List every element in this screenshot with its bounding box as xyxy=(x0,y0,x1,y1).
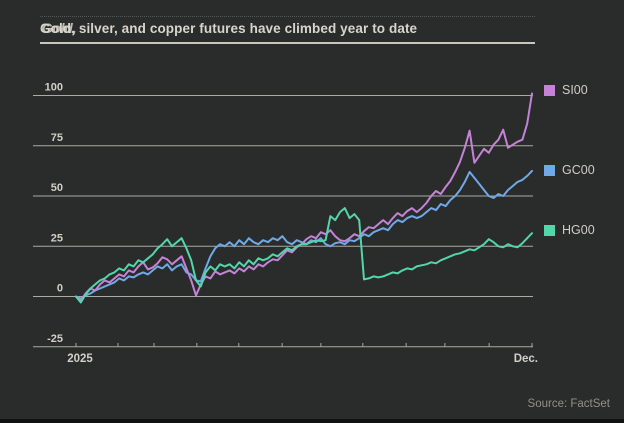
y-axis-label-25: 25 xyxy=(51,232,63,244)
y-axis-label-75: 75 xyxy=(51,132,63,144)
bottom-bar xyxy=(0,419,624,423)
y-axis-label-100: 100 xyxy=(45,82,63,94)
page-title: Gold, silver, and copper futures have cl… xyxy=(40,21,418,36)
y-axis-label-50: 50 xyxy=(51,182,63,194)
series-line-si00 xyxy=(75,92,533,302)
si00-swatch-icon xyxy=(544,84,555,96)
y-axis-label-0: 0 xyxy=(57,283,63,295)
legend-item-hg00: HG00 xyxy=(544,223,595,237)
hg00-swatch-icon xyxy=(544,224,555,236)
x-axis-label-start: 2025 xyxy=(67,353,93,365)
legend-item-gc00: GC00 xyxy=(544,163,595,177)
gc00-swatch-icon xyxy=(544,164,555,176)
legend-label-gc00: GC00 xyxy=(562,163,595,177)
legend-label-si00: SI00 xyxy=(562,83,588,97)
x-axis-label-end: Dec. xyxy=(513,353,538,365)
y-axis-label--25: -25 xyxy=(47,333,63,345)
legend-label-hg00: HG00 xyxy=(562,223,595,237)
source-attribution: Source: FactSet xyxy=(527,398,610,410)
series-line-gc00 xyxy=(75,169,533,300)
legend-item-si00: SI00 xyxy=(544,83,588,97)
top-dotted-divider xyxy=(40,16,535,17)
series-line-hg00 xyxy=(75,207,533,304)
